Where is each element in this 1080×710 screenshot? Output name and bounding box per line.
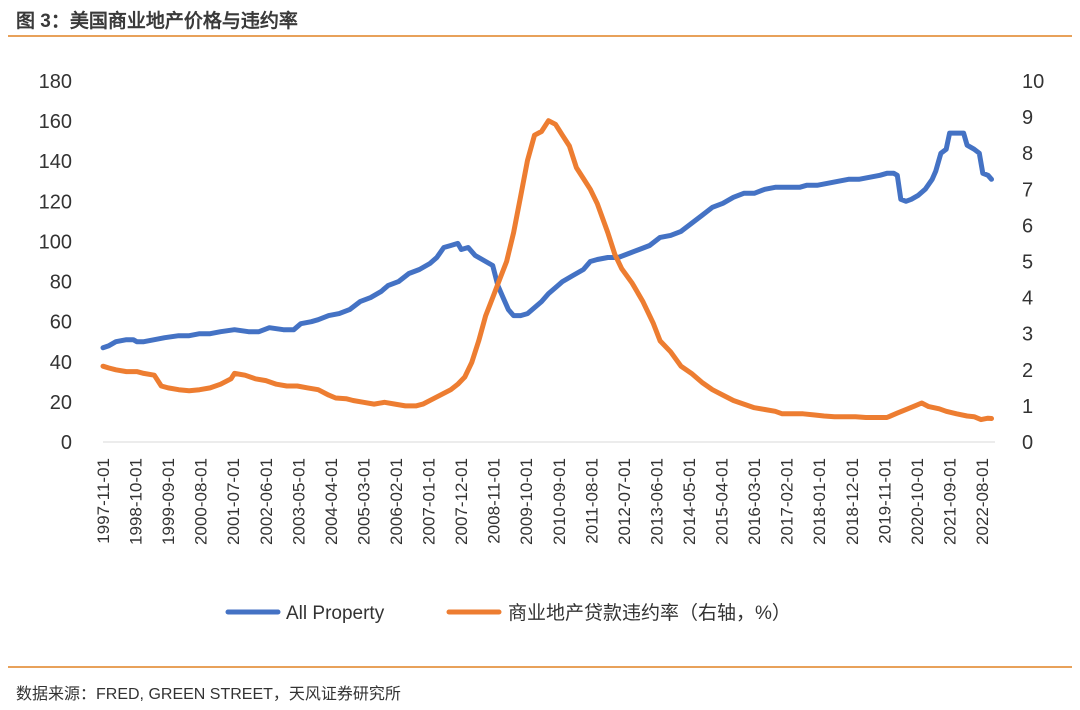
source-note: 数据来源：FRED, GREEN STREET，天风证券研究所 [16, 686, 401, 703]
x-axis-tick-label: 1997-11-01 [94, 458, 113, 544]
legend[interactable]: All Property 商业地产贷款违约率（右轴，%） [225, 602, 791, 624]
x-axis-tick-label: 2022-08-01 [973, 458, 992, 545]
x-axis-tick-label: 2007-01-01 [420, 458, 439, 545]
x-axis-tick-label: 2008-11-01 [485, 458, 504, 544]
left-axis-tick-label: 120 [39, 191, 72, 213]
right-axis-tick-label: 7 [1022, 179, 1033, 201]
x-axis: 1997-11-01 1998-10-01 1999-09-01 2000-08-01… [94, 458, 992, 545]
x-axis-tick-label: 2002-06-01 [257, 458, 276, 545]
right-axis-tick-label: 5 [1022, 252, 1033, 274]
x-axis-tick-label: 1999-09-01 [159, 458, 178, 545]
x-axis-tick-label: 2001-07-01 [224, 458, 243, 545]
x-axis-tick-label: 2017-02-01 [778, 458, 797, 545]
x-axis-tick-label: 2006-02-01 [387, 458, 406, 545]
x-axis-tick-label: 2015-04-01 [713, 458, 732, 545]
x-axis-tick-label: 2018-01-01 [810, 458, 829, 545]
x-axis-tick-label: 2009-10-01 [517, 458, 536, 545]
x-axis-tick-label: 2012-07-01 [615, 458, 634, 545]
right-axis-tick-label: 9 [1022, 107, 1033, 129]
chart-title: 图 3：美国商业地产价格与违约率 [16, 11, 298, 32]
x-axis-tick-label: 2020-10-01 [908, 458, 927, 545]
left-axis-tick-label: 0 [61, 432, 72, 454]
line-chart: 0 20 40 60 80 100 120 140 160 180 0 1 2 3 4 5 6 7 8 9 10 19… [39, 71, 1045, 624]
legend-label-all-property: All Property [286, 603, 385, 624]
x-axis-tick-label: 2019-11-01 [875, 458, 894, 544]
right-axis-tick-label: 4 [1022, 288, 1033, 310]
right-axis-tick-label: 3 [1022, 324, 1033, 346]
right-axis-tick-label: 2 [1022, 360, 1033, 382]
footer-divider [8, 666, 1072, 668]
left-axis: 0 20 40 60 80 100 120 140 160 180 [39, 71, 72, 454]
x-axis-tick-label: 2007-12-01 [452, 458, 471, 545]
right-axis: 0 1 2 3 4 5 6 7 8 9 10 [1022, 71, 1044, 454]
x-axis-tick-label: 2016-03-01 [745, 458, 764, 545]
x-axis-tick-label: 2014-05-01 [680, 458, 699, 545]
x-axis-tick-label: 2010-09-01 [550, 458, 569, 545]
x-axis-tick-label: 2011-08-01 [582, 458, 601, 544]
left-axis-tick-label: 180 [39, 71, 72, 93]
series-layer [100, 118, 994, 423]
right-axis-tick-label: 0 [1022, 432, 1033, 454]
legend-label-default-rate: 商业地产贷款违约率（右轴，%） [508, 602, 791, 624]
left-axis-tick-label: 80 [50, 272, 72, 294]
x-axis-tick-label: 2005-03-01 [354, 458, 373, 545]
x-axis-tick-label: 2013-06-01 [647, 458, 666, 545]
x-axis-tick-label: 2003-05-01 [289, 458, 308, 545]
right-axis-tick-label: 1 [1022, 396, 1033, 418]
left-axis-tick-label: 160 [39, 111, 72, 133]
left-axis-tick-label: 140 [39, 151, 72, 173]
right-axis-tick-label: 10 [1022, 71, 1044, 93]
right-axis-tick-label: 8 [1022, 143, 1033, 165]
left-axis-tick-label: 60 [50, 312, 72, 334]
left-axis-tick-label: 100 [39, 231, 72, 253]
x-axis-tick-label: 1998-10-01 [127, 458, 146, 545]
x-axis-tick-label: 2004-04-01 [322, 458, 341, 545]
series-line-default-rate [100, 118, 994, 423]
left-axis-tick-label: 40 [50, 352, 72, 374]
header-divider [8, 35, 1072, 37]
x-axis-tick-label: 2021-09-01 [940, 458, 959, 545]
left-axis-tick-label: 20 [50, 392, 72, 414]
x-axis-tick-label: 2018-12-01 [843, 458, 862, 545]
right-axis-tick-label: 6 [1022, 215, 1033, 237]
series-line-all-property [100, 130, 994, 351]
x-axis-tick-label: 2000-08-01 [192, 458, 211, 545]
